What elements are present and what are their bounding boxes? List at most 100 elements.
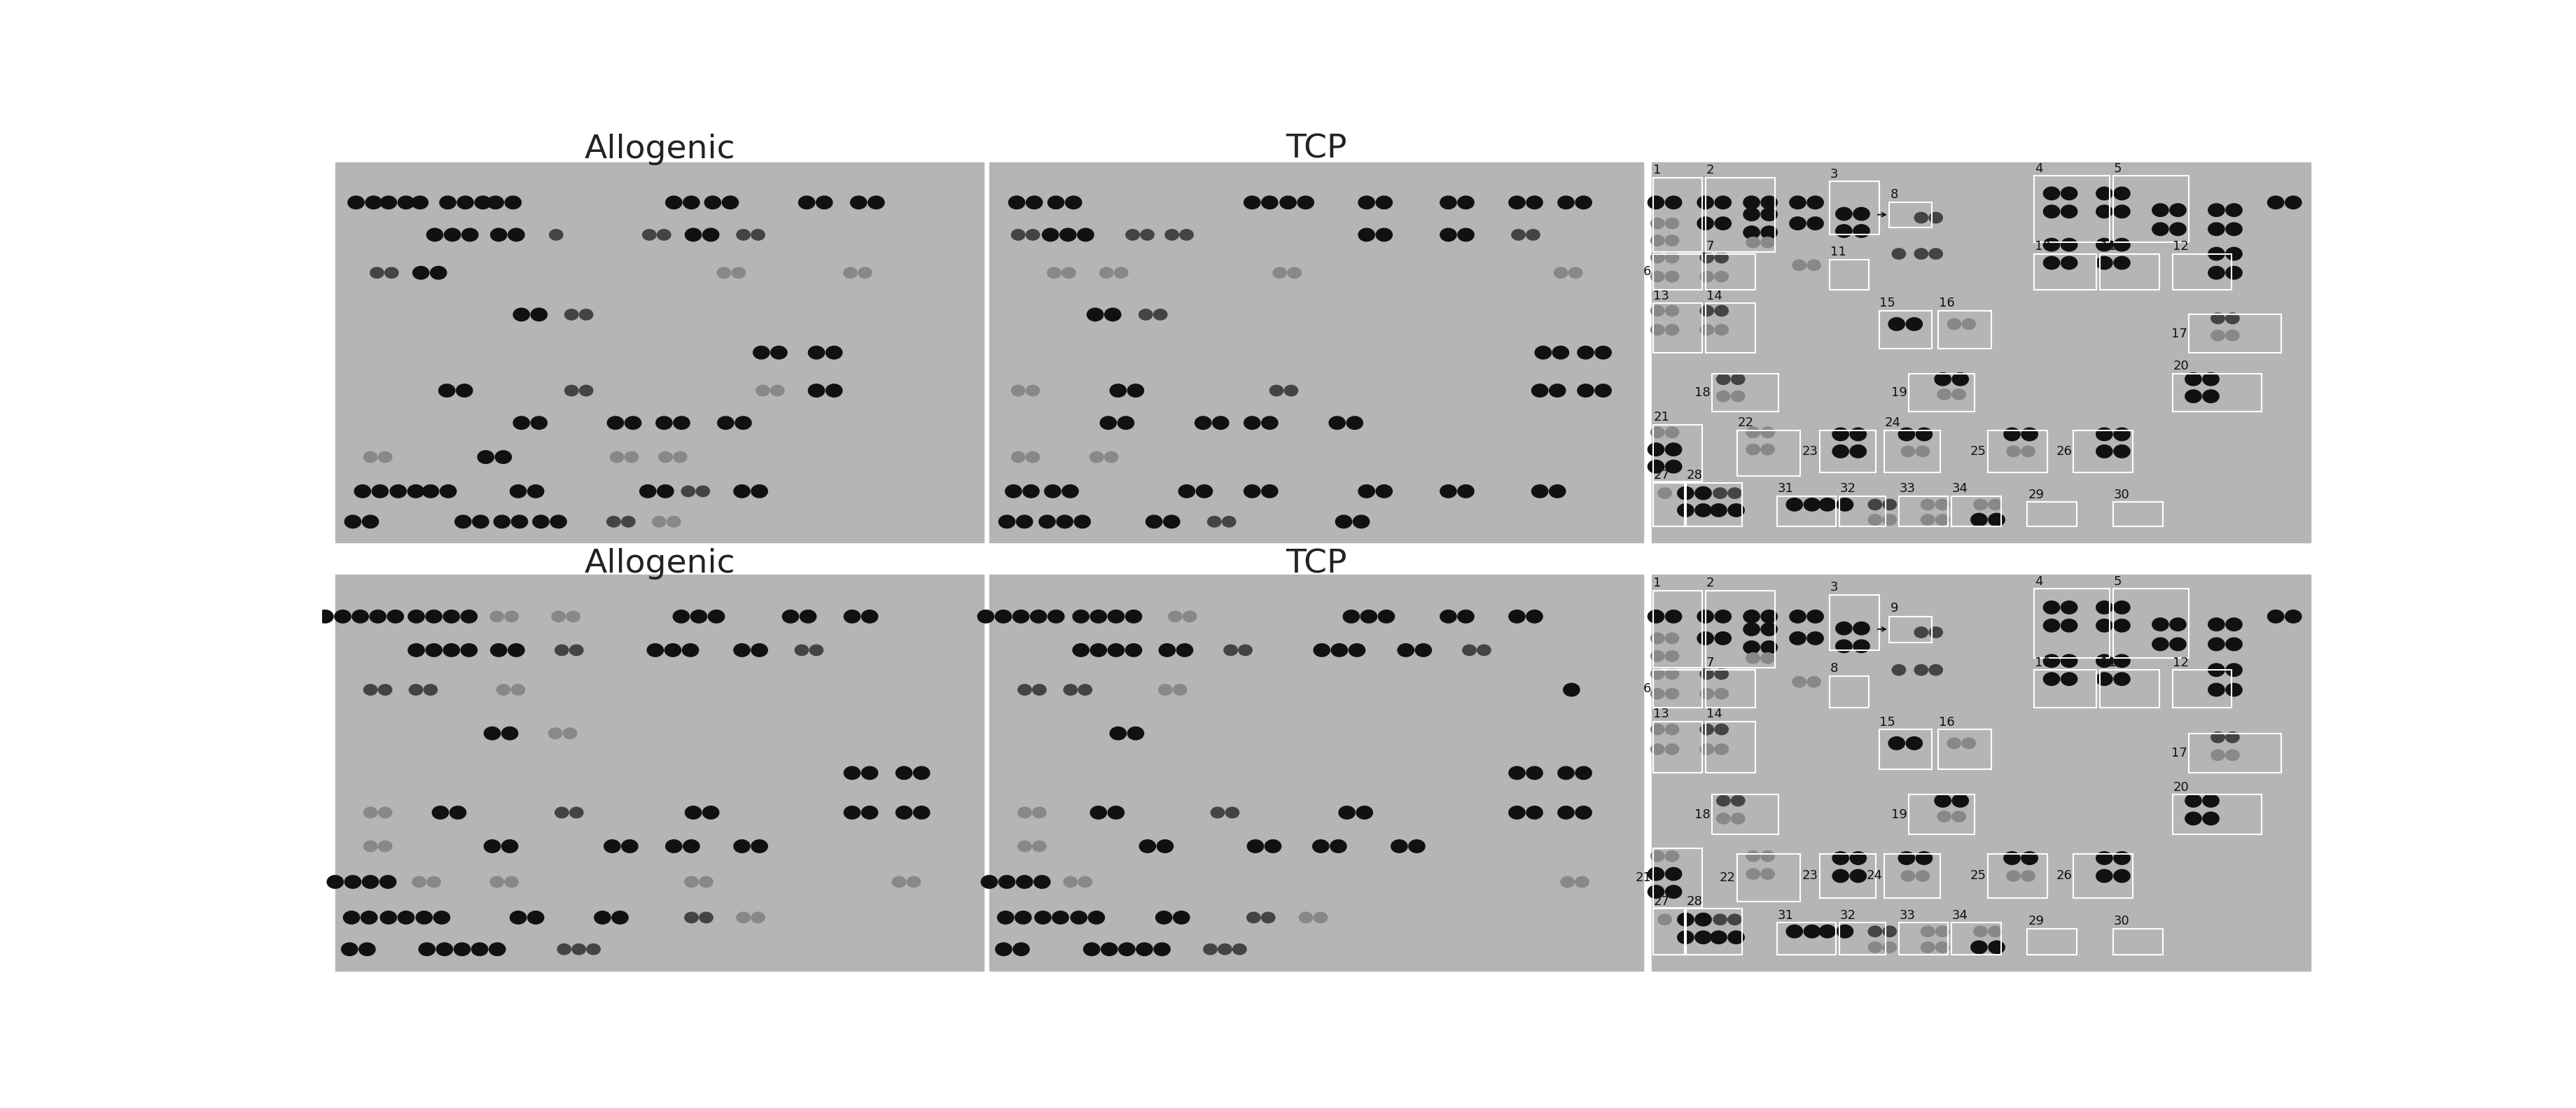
Ellipse shape: [1759, 444, 1775, 455]
Ellipse shape: [896, 807, 912, 819]
Ellipse shape: [827, 346, 842, 359]
Ellipse shape: [703, 228, 719, 242]
Ellipse shape: [2043, 205, 2058, 218]
Ellipse shape: [528, 911, 544, 924]
Ellipse shape: [489, 228, 507, 242]
Bar: [1950, 923, 2002, 954]
Ellipse shape: [1128, 727, 1144, 740]
Ellipse shape: [817, 196, 832, 209]
Ellipse shape: [1458, 196, 1473, 209]
Ellipse shape: [513, 308, 531, 321]
Ellipse shape: [2184, 372, 2200, 386]
Ellipse shape: [363, 685, 376, 695]
Ellipse shape: [1440, 485, 1455, 497]
Ellipse shape: [2007, 871, 2020, 881]
Ellipse shape: [1747, 869, 1759, 880]
Ellipse shape: [1901, 871, 1914, 881]
Ellipse shape: [2112, 852, 2130, 864]
Ellipse shape: [2112, 673, 2130, 686]
Ellipse shape: [1914, 248, 1927, 259]
Ellipse shape: [1262, 417, 1278, 429]
Ellipse shape: [1355, 807, 1373, 819]
Ellipse shape: [502, 840, 518, 853]
Ellipse shape: [2097, 601, 2112, 614]
Ellipse shape: [907, 876, 920, 888]
Ellipse shape: [1280, 196, 1296, 209]
Ellipse shape: [641, 229, 657, 240]
Ellipse shape: [2061, 256, 2076, 269]
Ellipse shape: [1883, 942, 1896, 953]
Ellipse shape: [683, 840, 698, 853]
Ellipse shape: [1064, 876, 1077, 888]
Ellipse shape: [1935, 942, 1947, 953]
Ellipse shape: [1868, 500, 1880, 510]
Ellipse shape: [2061, 673, 2076, 686]
Bar: [1705, 304, 1754, 352]
Text: 21: 21: [1636, 872, 1651, 884]
Ellipse shape: [1072, 644, 1090, 657]
Text: 16: 16: [1937, 716, 1955, 728]
Ellipse shape: [1917, 447, 1929, 456]
Ellipse shape: [1947, 319, 1960, 329]
Ellipse shape: [752, 912, 765, 923]
Ellipse shape: [422, 685, 438, 695]
Ellipse shape: [1651, 306, 1664, 316]
Text: 3: 3: [1829, 581, 1837, 594]
Text: TCP: TCP: [1285, 548, 1347, 579]
Ellipse shape: [1937, 811, 1950, 822]
Bar: [1899, 496, 1947, 526]
Ellipse shape: [1649, 196, 1664, 209]
Ellipse shape: [1577, 346, 1595, 359]
Ellipse shape: [443, 228, 461, 242]
Ellipse shape: [611, 911, 629, 924]
Ellipse shape: [2202, 372, 2218, 386]
Ellipse shape: [1458, 228, 1473, 242]
Ellipse shape: [1018, 685, 1030, 695]
Ellipse shape: [1358, 485, 1376, 497]
Bar: [2099, 254, 2159, 290]
Bar: [1829, 595, 1878, 650]
Text: 33: 33: [1899, 482, 1914, 495]
Ellipse shape: [1906, 318, 1922, 330]
Ellipse shape: [734, 485, 750, 497]
Ellipse shape: [1458, 611, 1473, 623]
Ellipse shape: [407, 485, 425, 497]
Ellipse shape: [1262, 912, 1275, 923]
Ellipse shape: [1935, 926, 1947, 936]
Text: 15: 15: [1878, 297, 1896, 310]
Ellipse shape: [363, 452, 376, 462]
Ellipse shape: [2151, 204, 2169, 216]
Ellipse shape: [355, 485, 371, 497]
Ellipse shape: [672, 452, 688, 462]
Ellipse shape: [2285, 196, 2300, 209]
Ellipse shape: [1012, 386, 1025, 396]
Ellipse shape: [410, 685, 422, 695]
Ellipse shape: [461, 228, 479, 242]
Ellipse shape: [1747, 444, 1759, 455]
Ellipse shape: [1971, 513, 1986, 526]
Ellipse shape: [345, 875, 361, 889]
Ellipse shape: [1744, 623, 1759, 636]
Ellipse shape: [1548, 485, 1566, 497]
Ellipse shape: [734, 840, 750, 853]
Ellipse shape: [379, 875, 397, 889]
Ellipse shape: [443, 644, 459, 657]
Ellipse shape: [683, 644, 698, 657]
Bar: [2032, 588, 2110, 658]
Ellipse shape: [1935, 514, 1947, 525]
Bar: [1986, 854, 2045, 897]
Ellipse shape: [1221, 516, 1236, 527]
Ellipse shape: [1806, 677, 1821, 687]
Ellipse shape: [1352, 515, 1368, 529]
Ellipse shape: [415, 911, 433, 924]
Ellipse shape: [1347, 644, 1365, 657]
Ellipse shape: [1015, 911, 1030, 924]
Ellipse shape: [495, 515, 510, 529]
Ellipse shape: [2210, 312, 2223, 324]
Ellipse shape: [1110, 384, 1126, 397]
Ellipse shape: [672, 611, 690, 623]
Ellipse shape: [1883, 514, 1896, 525]
Ellipse shape: [2151, 638, 2169, 650]
Ellipse shape: [1651, 668, 1664, 679]
Ellipse shape: [1899, 428, 1914, 441]
